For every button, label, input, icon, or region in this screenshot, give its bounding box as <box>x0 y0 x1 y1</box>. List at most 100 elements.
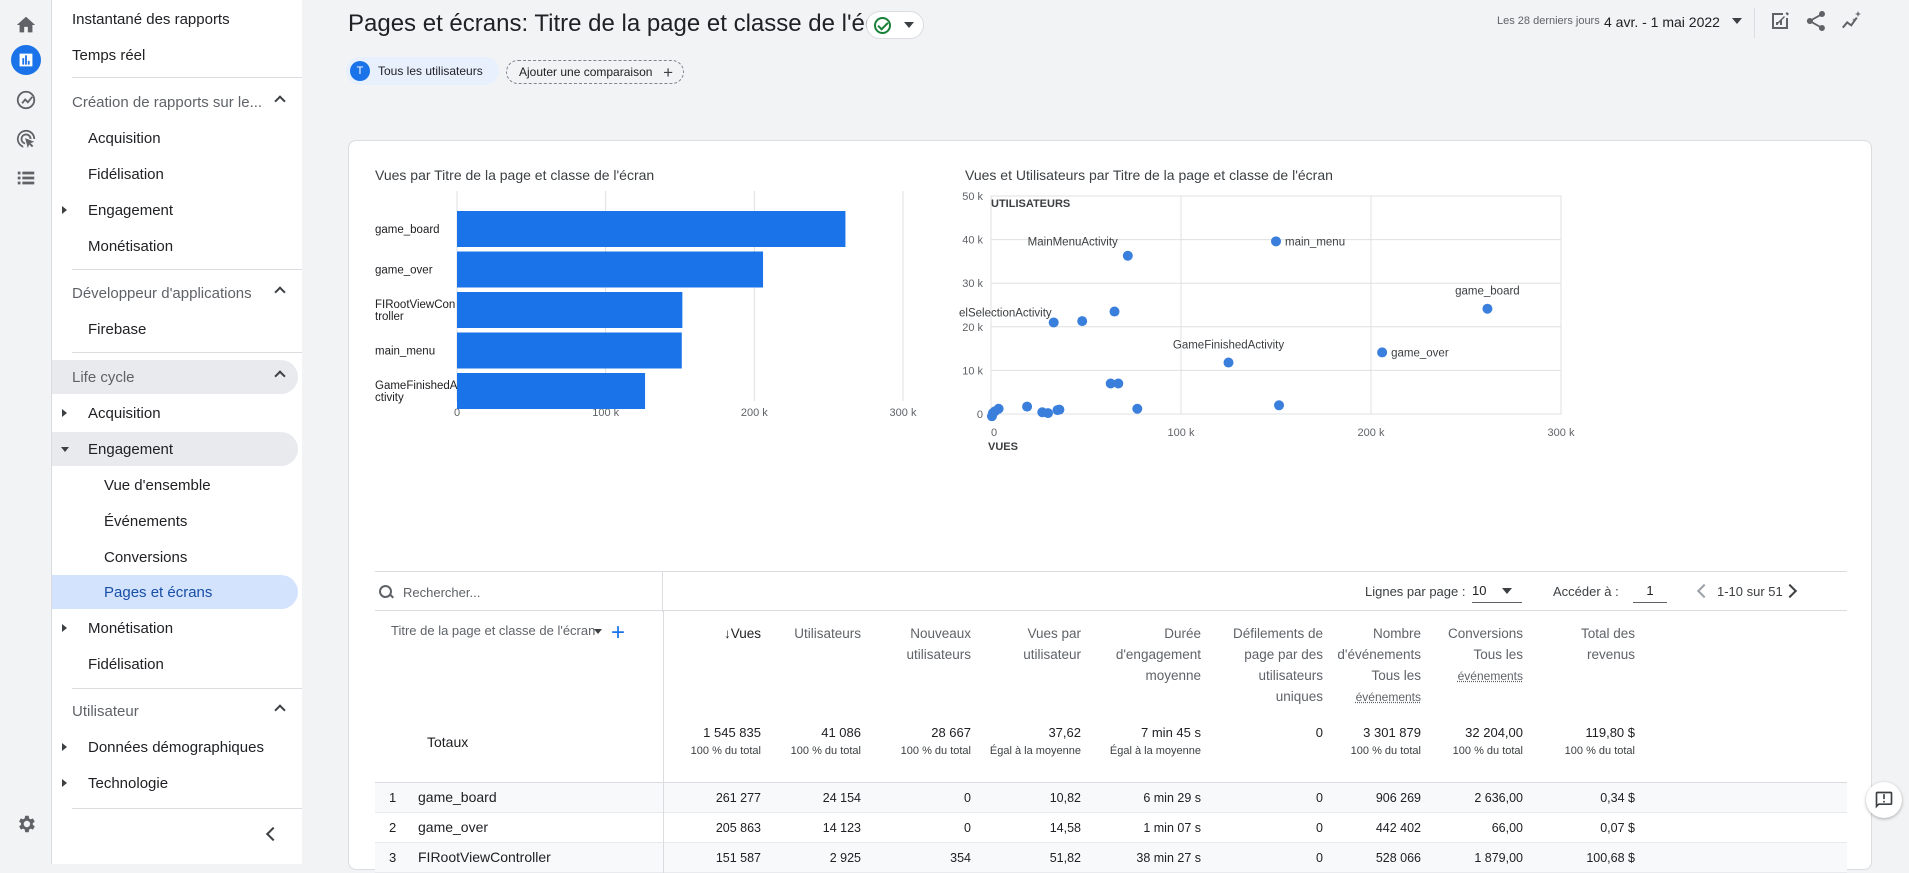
column-header-views[interactable]: ↓Vues <box>671 623 761 644</box>
bar-chart-title: Vues par Titre de la page et classe de l… <box>375 167 655 183</box>
table-row[interactable]: 1 game_board 261 277 24 154 0 10,82 6 mi… <box>375 783 1847 813</box>
nav-section-user[interactable]: Utilisateur <box>52 694 298 728</box>
table-row[interactable]: 3 FIRootViewController 151 587 2 925 354… <box>375 843 1847 873</box>
customize-report-icon[interactable] <box>1768 9 1792 33</box>
data-quality-badge[interactable] <box>866 11 924 39</box>
feedback-button[interactable] <box>1866 782 1902 818</box>
column-sublabel[interactable]: événements <box>1355 690 1421 704</box>
nav-label: Monétisation <box>88 619 174 637</box>
date-dropdown-icon[interactable] <box>1732 18 1742 24</box>
bar-x-tick-label: 100 k <box>592 407 619 419</box>
table-cell: 0 <box>1316 791 1323 805</box>
bar-1 <box>457 251 764 288</box>
nav-firebase[interactable]: Firebase <box>52 312 298 346</box>
rows-per-page-label: Lignes par page : <box>1365 584 1466 599</box>
table-cell: 10,82 <box>1049 791 1081 805</box>
scatter-x-tick-label: 0 <box>991 427 997 439</box>
scatter-point-0 <box>1482 303 1493 314</box>
insights-icon[interactable] <box>1839 9 1863 33</box>
goto-page-input[interactable]: 1 <box>1633 579 1667 603</box>
nav-lc-acquisition[interactable]: Acquisition <box>52 396 298 430</box>
nav-overview[interactable]: Vue d'ensemble <box>52 468 298 502</box>
nav-conversions[interactable]: Conversions <box>52 540 298 574</box>
share-icon[interactable] <box>1804 9 1828 33</box>
bar-category-label: game_over <box>375 265 433 277</box>
dimension-dropdown-icon[interactable] <box>594 629 602 634</box>
nav-lc-retention[interactable]: Fidélisation <box>52 647 298 681</box>
table-cell: 0,34 $ <box>1600 791 1635 805</box>
column-header-event-count[interactable]: Nombre d'événements Tous les événements <box>1333 623 1421 708</box>
table-row[interactable]: 2 game_over 205 863 14 123 0 14,58 1 min… <box>375 813 1847 843</box>
column-label: Utilisateurs <box>794 626 861 641</box>
scatter-point-11 <box>1274 400 1285 411</box>
scatter-point-14 <box>1043 408 1053 419</box>
dimension-header[interactable]: Titre de la page et classe de l'écran <box>391 623 595 638</box>
scatter-x-tick-label: 100 k <box>1168 427 1195 439</box>
column-separator <box>663 783 664 813</box>
caret-right-icon <box>62 779 67 787</box>
add-dimension-plus-icon[interactable]: + <box>611 619 626 646</box>
nav-pages-and-screens[interactable]: Pages et écrans <box>52 575 298 609</box>
nav-lc-monetization[interactable]: Monétisation <box>52 611 298 645</box>
bar-chart: 0 100 k 200 k 300 k game_board game_over FIRoo… <box>375 191 917 419</box>
rows-per-page-select[interactable]: 10 <box>1472 579 1522 603</box>
column-header-views-per-user[interactable]: Vues par utilisateur <box>991 623 1081 665</box>
bar-category-label: game_board <box>375 224 440 236</box>
report-card: Vues par Titre de la page et classe de l… <box>348 140 1872 873</box>
column-label: Conversions Tous les <box>1447 626 1523 662</box>
plus-icon: + <box>663 63 673 82</box>
column-header-users[interactable]: Utilisateurs <box>771 623 861 644</box>
table-cell: 205 863 <box>715 821 761 835</box>
nav-technology[interactable]: Technologie <box>52 766 298 800</box>
caret-right-icon <box>62 409 67 417</box>
column-header-revenue[interactable]: Total des revenus <box>1533 623 1635 665</box>
feedback-icon <box>1875 791 1893 809</box>
nav-realtime[interactable]: Temps réel <box>52 38 298 72</box>
segment-avatar: T <box>350 61 370 81</box>
collapse-nav-icon[interactable] <box>265 826 281 842</box>
next-page-icon[interactable] <box>1782 583 1798 599</box>
add-comparison-button[interactable]: Ajouter une comparaison + <box>506 60 684 84</box>
nav-acquisition[interactable]: Acquisition <box>52 121 298 155</box>
previous-page-icon[interactable] <box>1696 583 1712 599</box>
segment-chip-all-users[interactable]: T Tous les utilisateurs <box>346 57 499 85</box>
nav-events[interactable]: Événements <box>52 504 298 538</box>
chevron-up-icon <box>274 370 286 382</box>
nav-section-life-cycle[interactable]: Life cycle <box>52 360 298 394</box>
search-input[interactable] <box>403 584 643 600</box>
nav-reports-snapshot[interactable]: Instantané des rapports <box>52 2 298 36</box>
scatter-chart: 0 10 k 20 k 30 k 40 k 50 k 0 100 k 200 k 300 k UTI… <box>959 191 1575 451</box>
nav-retention[interactable]: Fidélisation <box>52 157 298 191</box>
date-range-picker[interactable]: 4 avr. - 1 mai 2022 <box>1604 14 1720 30</box>
nav-lc-engagement[interactable]: Engagement <box>52 432 298 466</box>
nav-label: Acquisition <box>88 129 161 147</box>
nav-engagement[interactable]: Engagement <box>52 193 298 227</box>
scatter-point-12 <box>1022 401 1033 412</box>
configure-icon[interactable] <box>11 163 41 193</box>
column-separator <box>663 813 664 843</box>
column-sublabel[interactable]: événements <box>1457 669 1523 683</box>
column-header-conversions[interactable]: Conversions Tous les événements <box>1431 623 1523 687</box>
scatter-x-tick-label: 300 k <box>1548 427 1575 439</box>
nav-section-app-developer[interactable]: Développeur d'applications <box>52 276 298 310</box>
advertising-icon[interactable] <box>11 124 41 154</box>
total-sub: 100 % du total <box>790 745 861 757</box>
column-label: Nouveaux utilisateurs <box>906 626 971 662</box>
page-title: Pages et écrans: Titre de la page et cla… <box>348 10 912 37</box>
home-icon[interactable] <box>11 10 41 40</box>
column-header-engagement-time[interactable]: Durée d'engagement moyenne <box>1091 623 1201 686</box>
nav-demographics[interactable]: Données démographiques <box>52 730 298 764</box>
settings-gear-icon[interactable] <box>11 809 41 839</box>
nav-section-lifecycle-reports[interactable]: Création de rapports sur le... <box>52 85 298 119</box>
nav-section-label: Création de rapports sur le... <box>72 93 263 111</box>
total-value: 41 086 <box>821 725 861 740</box>
scatter-x-tick-label: 200 k <box>1358 427 1385 439</box>
table-cell: 442 402 <box>1375 821 1421 835</box>
scatter-y-tick-label: 30 k <box>962 278 983 290</box>
nav-monetization[interactable]: Monétisation <box>52 229 298 263</box>
reports-icon[interactable] <box>11 45 41 75</box>
column-header-new-users[interactable]: Nouveaux utilisateurs <box>881 623 971 665</box>
scatter-y-tick-label: 20 k <box>962 322 983 334</box>
column-header-scrolls[interactable]: Défilements de page par des utilisateurs… <box>1211 623 1323 707</box>
explore-icon[interactable] <box>11 85 41 115</box>
